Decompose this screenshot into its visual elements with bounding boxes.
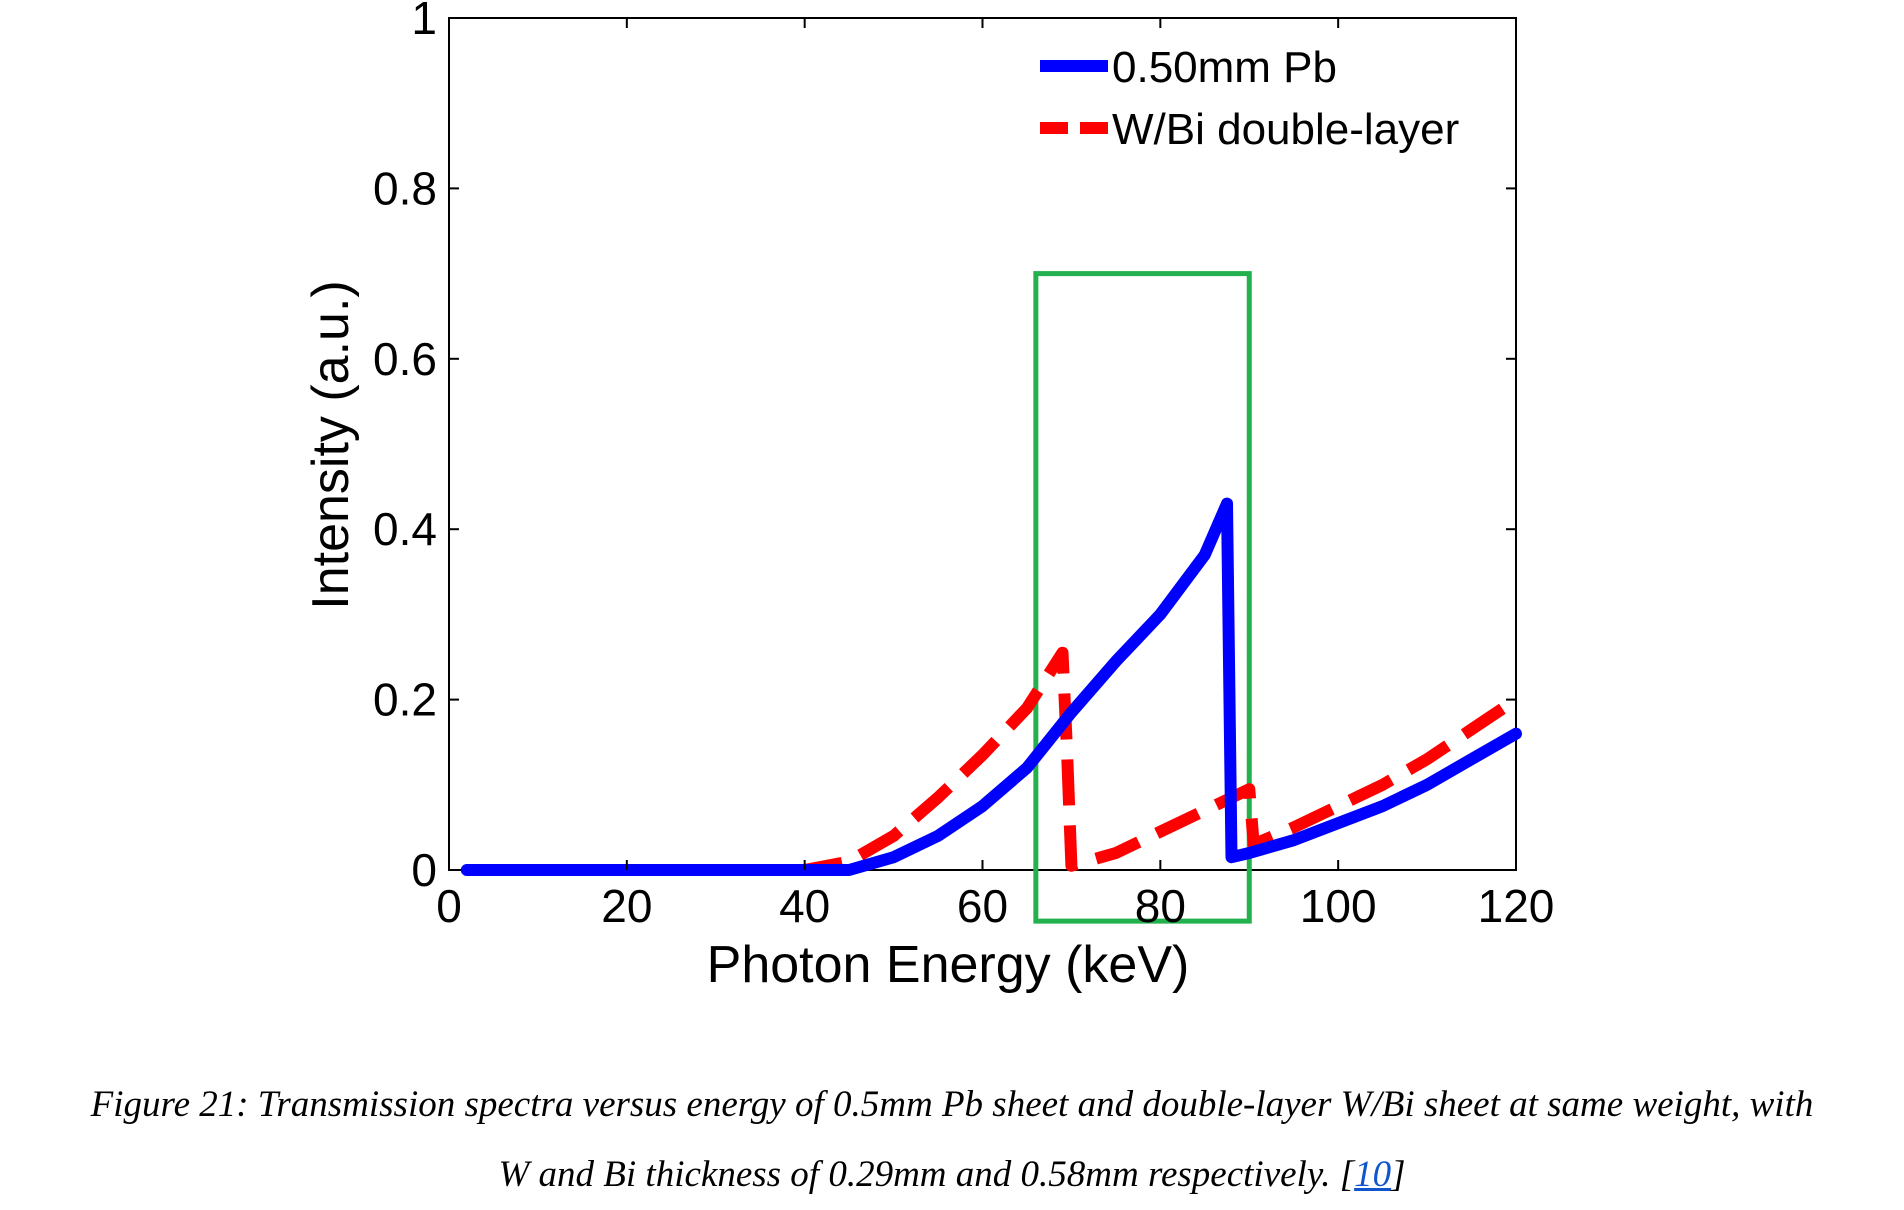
y-tick-label: 0.6 xyxy=(373,333,437,385)
x-tick-label: 0 xyxy=(436,880,462,932)
legend-group: 0.50mm Pb W/Bi double-layer xyxy=(1040,43,1459,154)
caption-line-2-end: ] xyxy=(1391,1154,1406,1195)
y-tick-label: 0.8 xyxy=(373,162,437,214)
series-line-pb xyxy=(460,497,1522,876)
y-tick-label: 0.2 xyxy=(373,674,437,726)
reference-link[interactable]: 10 xyxy=(1354,1154,1392,1195)
chart: 0 20 40 60 80 100 120 0 0.2 0.4 0.6 0.8 1 0.50mm Pb W… xyxy=(302,0,1554,994)
x-axis-title: Photon Energy (keV) xyxy=(707,936,1190,994)
legend-entry-pb-label: 0.50mm Pb xyxy=(1112,43,1337,92)
caption-line-2-text: W and Bi thickness of 0.29mm and 0.58mm … xyxy=(498,1154,1355,1195)
x-tick-label: 100 xyxy=(1300,880,1377,932)
x-tick-label: 60 xyxy=(957,880,1008,932)
x-tick-label: 120 xyxy=(1478,880,1555,932)
legend-entry-wbi-label: W/Bi double-layer xyxy=(1112,105,1459,154)
figure-caption: Figure 21: Transmission spectra versus e… xyxy=(0,1070,1904,1210)
x-tick-label: 80 xyxy=(1135,880,1186,932)
caption-line-2: W and Bi thickness of 0.29mm and 0.58mm … xyxy=(0,1140,1904,1210)
annotation-group xyxy=(1033,271,1252,924)
y-tick-label: 0 xyxy=(411,844,437,896)
series-group xyxy=(460,497,1522,876)
y-axis-title: Intensity (a.u.) xyxy=(302,280,360,609)
highlight-rectangle xyxy=(1033,271,1252,924)
x-tick-label: 20 xyxy=(601,880,652,932)
x-tick-label: 40 xyxy=(779,880,830,932)
series-line-wbi xyxy=(466,646,1520,876)
caption-line-1: Figure 21: Transmission spectra versus e… xyxy=(90,1084,1814,1125)
tick-group: 0 20 40 60 80 100 120 0 0.2 0.4 0.6 0.8 1 xyxy=(373,0,1554,932)
y-tick-label: 1 xyxy=(411,0,437,44)
y-tick-label: 0.4 xyxy=(373,503,437,555)
